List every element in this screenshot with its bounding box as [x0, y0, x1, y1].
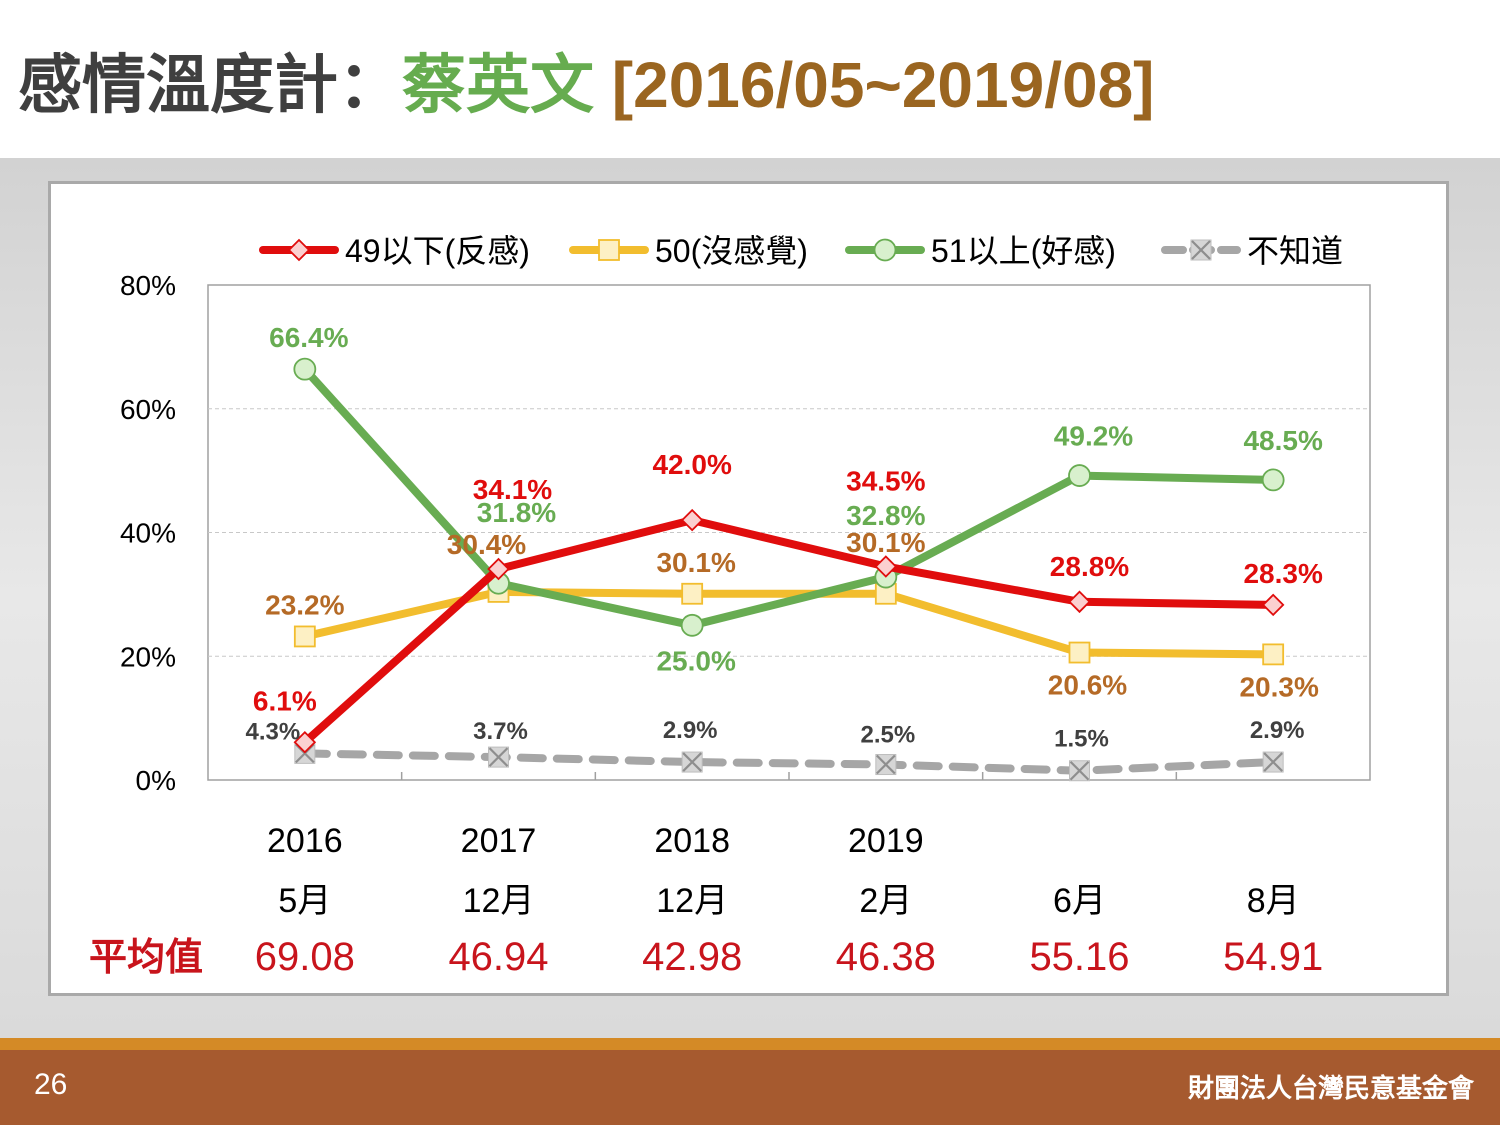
- x-tick-year: 2016: [267, 822, 343, 860]
- data-label-unknown: 1.5%: [1054, 726, 1109, 753]
- data-label-positive: 66.4%: [269, 322, 348, 353]
- data-label-unknown: 4.3%: [245, 718, 300, 745]
- legend-label-positive: 51以上(好感): [931, 233, 1116, 269]
- data-label-negative: 34.5%: [846, 466, 925, 497]
- average-value: 46.38: [836, 935, 936, 979]
- x-tick-year: 2019: [848, 822, 924, 860]
- average-value: 46.94: [448, 935, 548, 979]
- marker-unknown: [681, 751, 703, 773]
- data-label-positive: 49.2%: [1054, 421, 1133, 452]
- data-label-negative: 28.8%: [1050, 551, 1129, 582]
- marker-negative: [874, 555, 898, 578]
- marker-negative: [1068, 590, 1091, 614]
- data-label-neutral: 23.2%: [265, 589, 344, 620]
- x-tick-year: 2017: [461, 822, 537, 860]
- marker-negative: [487, 557, 510, 581]
- y-tick-label: 0%: [136, 765, 176, 796]
- y-tick-label: 40%: [120, 518, 176, 549]
- x-tick-year: 2018: [654, 822, 730, 860]
- data-label-positive: 32.8%: [846, 500, 925, 531]
- y-tick-label: 80%: [120, 270, 176, 301]
- organization-name: 財團法人台灣民意基金會: [1187, 1073, 1474, 1103]
- data-label-positive: 48.5%: [1243, 425, 1322, 456]
- legend-marker-positive: [873, 238, 897, 262]
- chart-panel: 0% 20% 40% 60% 80% 6.1% 34.1% 42.0% 34.5% 28.8% 28…: [48, 181, 1449, 996]
- x-tick-month: 12月: [463, 882, 535, 920]
- x-tick-month: 6月: [1053, 882, 1106, 920]
- data-label-positive: 31.8%: [477, 497, 556, 528]
- marker-unknown-cross: [682, 752, 702, 772]
- legend-label-unknown: 不知道: [1247, 233, 1343, 269]
- title-range: [2016/05~2019/08]: [594, 49, 1155, 121]
- legend-label-neutral: 50(沒感覺): [655, 233, 808, 269]
- marker-unknown-cross: [876, 754, 896, 775]
- marker-unknown: [488, 746, 509, 768]
- data-label-unknown: 2.9%: [1250, 717, 1305, 744]
- series-line-positive: [300, 365, 1278, 630]
- series-line-unknown: [300, 749, 1278, 775]
- data-label-neutral: 30.1%: [846, 527, 925, 558]
- marker-positive: [680, 613, 704, 637]
- page-title: 感情溫度計：蔡英文 [2016/05~2019/08]: [18, 40, 1154, 130]
- line-chart: 0% 20% 40% 60% 80% 6.1% 34.1% 42.0% 34.5% 28.8% 28…: [89, 233, 1371, 979]
- x-tick-month: 8月: [1247, 882, 1300, 920]
- average-value: 42.98: [642, 935, 742, 979]
- legend-marker-negative: [287, 238, 311, 262]
- x-tick-month: 2月: [859, 882, 912, 920]
- data-label-unknown: 2.5%: [860, 722, 915, 749]
- data-label-negative: 28.3%: [1243, 558, 1322, 589]
- marker-unknown-cross: [488, 747, 509, 767]
- marker-negative: [293, 730, 317, 754]
- y-tick-label: 60%: [120, 394, 176, 425]
- marker-neutral: [293, 625, 316, 648]
- marker-negative: [1261, 593, 1285, 617]
- data-label-unknown: 3.7%: [473, 718, 528, 745]
- marker-positive: [293, 357, 317, 381]
- data-label-positive: 25.0%: [656, 645, 735, 676]
- y-tick-label: 20%: [120, 641, 176, 672]
- marker-neutral: [1262, 643, 1285, 666]
- legend-marker-neutral: [598, 239, 620, 261]
- marker-neutral: [1068, 641, 1091, 664]
- title-name: 蔡英文: [402, 49, 594, 121]
- x-tick-month: 12月: [656, 882, 728, 920]
- marker-unknown: [875, 754, 897, 776]
- marker-positive: [1068, 464, 1091, 487]
- data-label-negative: 34.1%: [473, 474, 552, 505]
- footer-accent-line: [0, 1038, 1500, 1050]
- footer-bar: [0, 1050, 1500, 1125]
- marker-unknown: [1262, 751, 1284, 773]
- data-label-neutral: 20.6%: [1048, 670, 1127, 701]
- marker-unknown-cross: [1069, 760, 1090, 781]
- data-label-negative: 6.1%: [253, 685, 317, 716]
- legend-marker-unknown-cross: [1191, 240, 1211, 260]
- data-label-neutral: 30.4%: [447, 529, 526, 560]
- average-label: 平均值: [89, 937, 203, 979]
- marker-negative: [680, 508, 704, 532]
- legend-label-negative: 49以下(反感): [345, 233, 530, 269]
- x-tick-month: 5月: [278, 882, 331, 920]
- data-label-unknown: 2.9%: [663, 717, 718, 744]
- data-label-negative: 42.0%: [652, 449, 731, 480]
- average-value: 54.91: [1223, 935, 1323, 979]
- title-main: 感情溫度計：: [18, 49, 402, 121]
- series-line-negative: [300, 516, 1278, 747]
- marker-positive: [1261, 468, 1285, 492]
- average-value: 69.08: [255, 935, 355, 979]
- marker-neutral: [681, 582, 704, 605]
- legend-marker-unknown: [1190, 239, 1212, 261]
- marker-unknown: [1069, 760, 1090, 782]
- page-number: 26: [34, 1068, 68, 1101]
- data-label-neutral: 20.3%: [1239, 671, 1318, 702]
- average-value: 55.16: [1029, 935, 1129, 979]
- data-label-neutral: 30.1%: [656, 547, 735, 578]
- marker-unknown-cross: [1263, 752, 1283, 772]
